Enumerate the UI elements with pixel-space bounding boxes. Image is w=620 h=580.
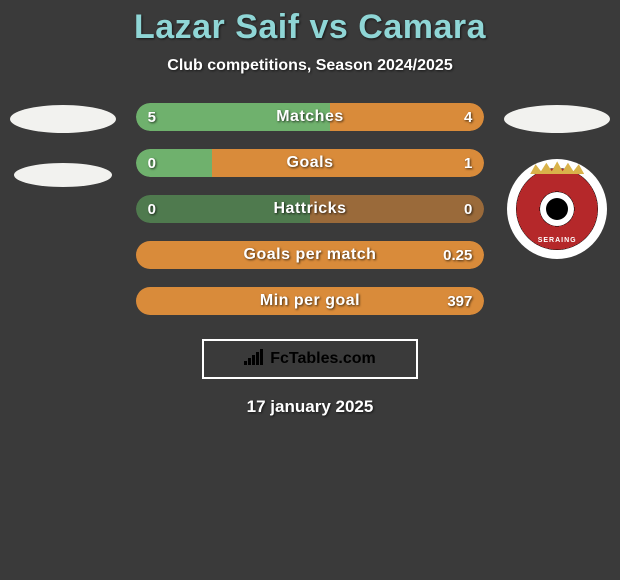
left-team-logo-2	[14, 163, 112, 187]
stat-bar: Matches5 4	[136, 103, 485, 131]
stat-bar-right-value: 0.25	[443, 241, 472, 269]
stat-bar-left-value: 0	[148, 195, 156, 223]
page-subtitle: Club competitions, Season 2024/2025	[0, 57, 620, 75]
stat-bar: Goals0 1	[136, 149, 485, 177]
brand-box: FcTables.com	[202, 339, 418, 379]
right-team-logo-1	[504, 105, 610, 133]
stat-bars: Matches54Goals01Hattricks00Goals per mat…	[136, 103, 485, 315]
stat-bar-right-value: 1	[464, 149, 472, 177]
infographic-root: Lazar Saif vs Camara Club competitions, …	[0, 0, 620, 417]
stat-bar-label: Matches	[136, 103, 485, 131]
crest-lion-icon	[540, 192, 574, 226]
date-label: 17 january 2025	[0, 397, 620, 417]
stat-bar-left-value: 0	[148, 149, 156, 177]
brand-text: FcTables.com	[270, 350, 376, 368]
right-team-crest: SERAING	[507, 159, 607, 259]
stat-bar-left-value: 5	[148, 103, 156, 131]
stat-bar-label: Goals per match	[136, 241, 485, 269]
stat-bar-right-value: 0	[464, 195, 472, 223]
left-team-col	[8, 103, 118, 187]
stat-bar: Min per goal397	[136, 287, 485, 315]
left-team-logo-1	[10, 105, 116, 133]
stat-bar-label: Min per goal	[136, 287, 485, 315]
stat-bar-right-value: 4	[464, 103, 472, 131]
stat-bar: Hattricks0 0	[136, 195, 485, 223]
stat-bar: Goals per match0.25	[136, 241, 485, 269]
comparison-row: Matches54Goals01Hattricks00Goals per mat…	[0, 103, 620, 315]
stat-bar-label: Hattricks	[136, 195, 485, 223]
page-title: Lazar Saif vs Camara	[0, 8, 620, 47]
crest-text: SERAING	[516, 237, 598, 244]
signal-icon	[244, 349, 264, 370]
right-team-col: SERAING	[502, 103, 612, 259]
stat-bar-right-value: 397	[447, 287, 472, 315]
stat-bar-label: Goals	[136, 149, 485, 177]
